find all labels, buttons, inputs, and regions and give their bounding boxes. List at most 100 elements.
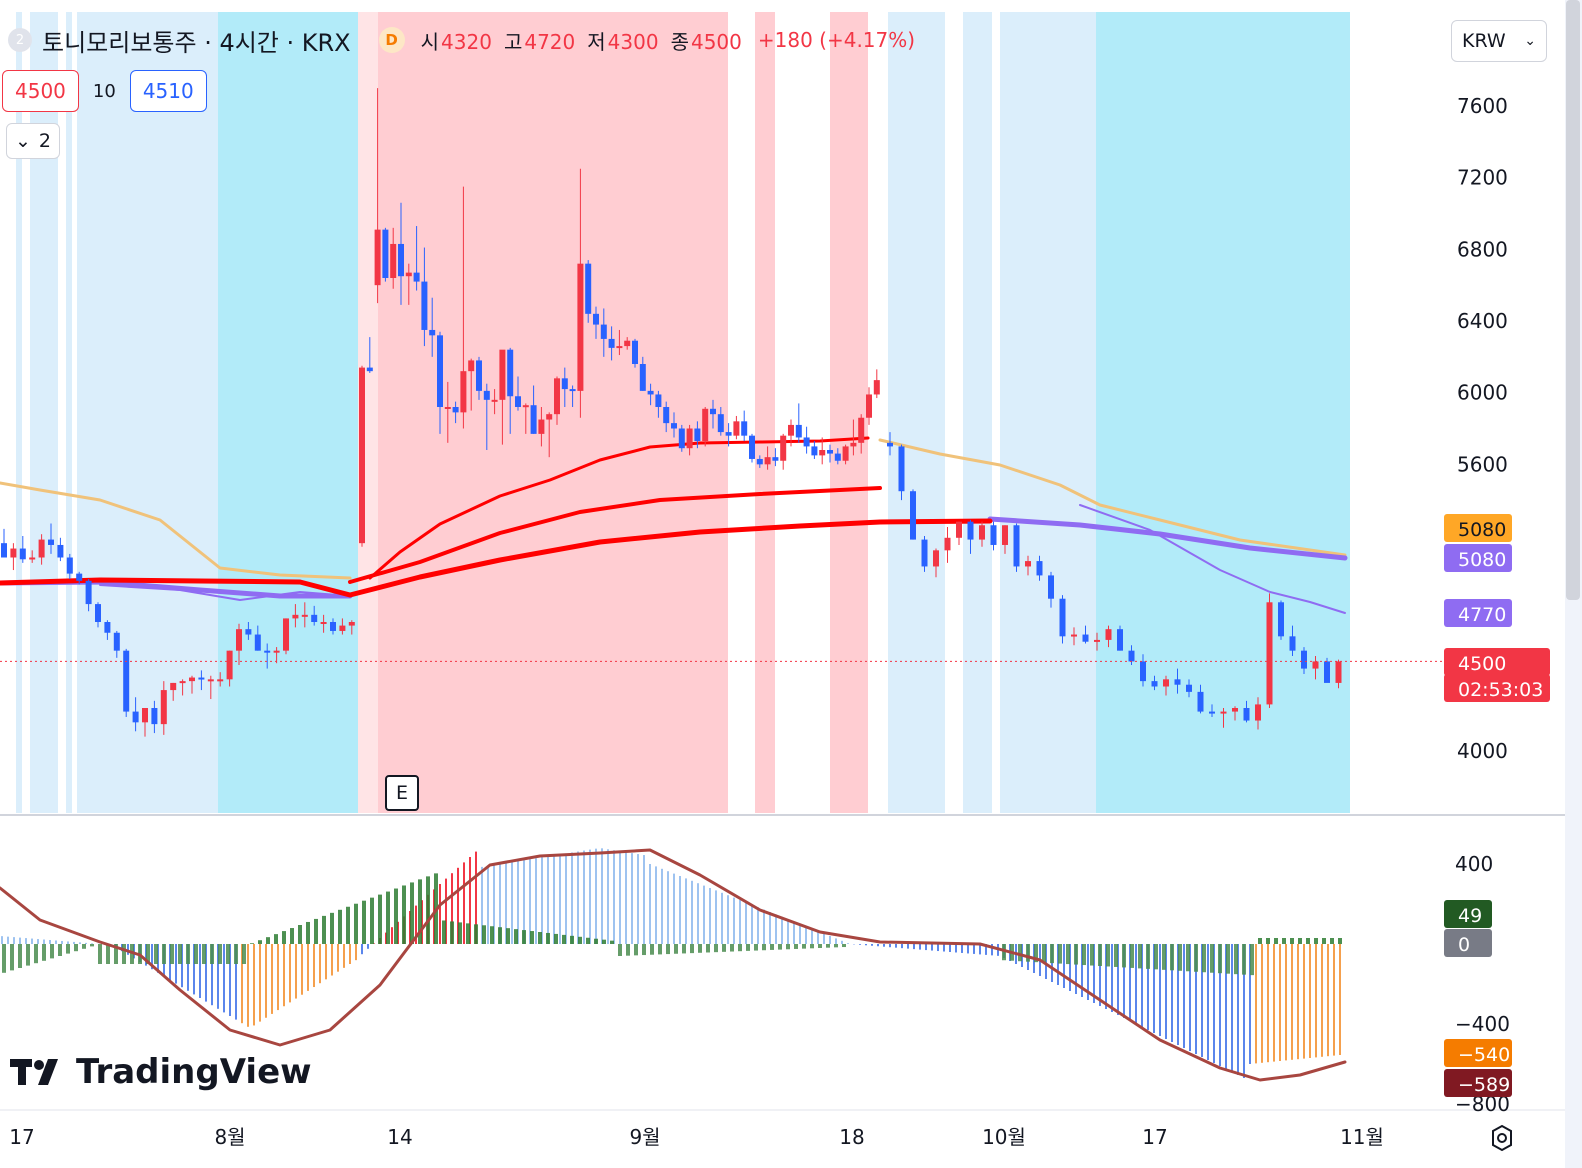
candle-body (834, 453, 841, 461)
time-axis-label: 17 (9, 1125, 34, 1149)
candle-body (437, 335, 443, 407)
candle-body (1197, 691, 1204, 712)
price-tick-label: 7600 (1457, 94, 1508, 118)
candle-body (717, 414, 724, 433)
candle-body (1128, 650, 1135, 662)
settings-gear-icon[interactable] (1488, 1124, 1516, 1152)
candle-body (663, 407, 670, 424)
symbol-title[interactable]: 토니모리보통주 · 4시간 · KRX (42, 28, 351, 57)
price-axis-label: 5080 (1458, 549, 1506, 571)
buy-button[interactable]: 4510 (129, 70, 207, 112)
candle-body (1071, 634, 1077, 637)
candle-body (413, 272, 420, 282)
tradingview-logo-text: TradingView (76, 1052, 312, 1092)
candle-body (57, 544, 64, 558)
candle-body (1140, 661, 1146, 682)
collapse-indicators-button[interactable]: ⌄ 2 (6, 123, 60, 159)
candle-body (330, 622, 336, 631)
macd-tick-label: −400 (1455, 1012, 1510, 1036)
candle-body (733, 421, 740, 436)
candle-body (123, 650, 130, 712)
candle-body (546, 414, 553, 420)
candle-body (756, 458, 763, 465)
candle-body (647, 390, 654, 395)
candle-body (1048, 575, 1054, 599)
candle-body (339, 625, 346, 631)
indicator-count: 2 (38, 130, 51, 152)
candle-body (577, 263, 584, 391)
candle-body (491, 399, 498, 402)
delay-badge[interactable]: D (378, 27, 405, 53)
candle-body (132, 711, 139, 723)
quote-row: 4500 10 4510 (2, 70, 207, 112)
candle-body (1301, 650, 1307, 669)
chevron-down-icon: ⌄ (1524, 33, 1536, 49)
candle-body (632, 340, 638, 364)
candle-body (452, 407, 459, 413)
price-axis-label: 02:53:03 (1458, 679, 1543, 701)
candle-body (979, 525, 985, 540)
candle-body (1, 543, 7, 558)
ohlc-close: 종 4500 (670, 29, 742, 54)
earnings-event-marker[interactable]: E (385, 775, 419, 811)
candle-body (1289, 636, 1296, 651)
time-axis-label: 10월 (982, 1125, 1026, 1149)
ma-tan-line (0, 481, 352, 580)
candle-body (764, 457, 771, 465)
price-axis-label: 4500 (1458, 653, 1506, 675)
candle-body (725, 432, 732, 436)
candle-body (1324, 661, 1330, 683)
ma-red-short-line (368, 436, 870, 580)
candle-body (226, 650, 233, 680)
candle-body (198, 677, 205, 680)
time-axis-label: 18 (839, 1125, 864, 1149)
candle-body (421, 281, 428, 330)
sell-button[interactable]: 4500 (2, 70, 79, 112)
time-axis-label: 8월 (214, 1125, 245, 1149)
time-axis-label: 9월 (629, 1125, 660, 1149)
background-zone (358, 12, 378, 813)
candle-body (538, 419, 545, 434)
macd-axis-label-bg (1444, 1069, 1512, 1097)
candle-body (624, 340, 631, 347)
background-zone (755, 12, 775, 813)
background-zone (888, 12, 945, 813)
candle-body (10, 548, 17, 558)
candle-body (405, 272, 412, 277)
candle-body (95, 604, 101, 622)
candle-body (499, 349, 506, 400)
candle-body (1059, 598, 1066, 637)
candle-body (866, 394, 872, 418)
candle-body (390, 243, 397, 278)
macd-axis-label-bg (1444, 1039, 1512, 1067)
candle-body (85, 580, 92, 605)
candle-body (795, 424, 802, 438)
candle-body (1082, 634, 1089, 642)
candle-body (104, 622, 111, 633)
candle-body (217, 679, 224, 682)
candle-body (1163, 679, 1169, 687)
currency-select[interactable]: KRW ⌄ (1451, 20, 1547, 62)
candle-body (273, 650, 280, 653)
candle-body (1105, 629, 1112, 640)
candle-body (921, 539, 928, 567)
candle-body (483, 390, 490, 400)
candle-body (1209, 711, 1215, 714)
candle-body (170, 682, 177, 691)
candle-body (29, 557, 36, 560)
ma-red-mid-line (348, 486, 882, 584)
background-zone (830, 12, 868, 813)
candle-body (593, 313, 599, 325)
candle-body (311, 614, 318, 622)
price-axis-label-bg (1444, 599, 1512, 627)
candle-body (1002, 525, 1008, 545)
tradingview-logo[interactable]: TradingView (10, 1052, 312, 1092)
candle-body (254, 634, 261, 651)
candle-body (66, 557, 73, 574)
candle-body (207, 679, 214, 682)
price-axis-label: 5080 (1458, 519, 1506, 541)
candle-body (374, 229, 381, 286)
candle-body (19, 548, 26, 560)
macd-axis-label: −589 (1458, 1074, 1510, 1096)
